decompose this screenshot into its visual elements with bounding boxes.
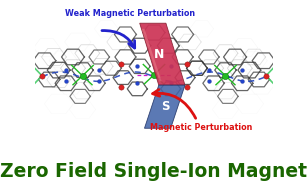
- Text: S: S: [161, 100, 169, 113]
- Text: Weak Magnetic Perturbation: Weak Magnetic Perturbation: [65, 9, 195, 18]
- Text: N: N: [154, 48, 165, 61]
- Polygon shape: [142, 29, 162, 81]
- Text: Zero Field Single-Ion Magnet: Zero Field Single-Ion Magnet: [1, 162, 307, 181]
- Polygon shape: [140, 23, 185, 85]
- Text: Magnetic Perturbation: Magnetic Perturbation: [151, 123, 253, 132]
- Polygon shape: [144, 85, 185, 128]
